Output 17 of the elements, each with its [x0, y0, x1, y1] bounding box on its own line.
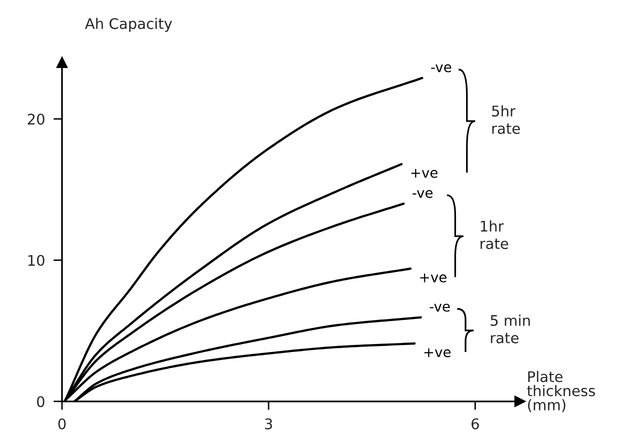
x-tick-label: 6 [472, 418, 479, 430]
annotation: 5hr rate [492, 105, 520, 134]
x-tick-label: 3 [265, 418, 272, 430]
y-tick-label: 0 [37, 396, 44, 408]
annotation: 5 min rate [490, 314, 530, 344]
series-label: +ve [411, 168, 438, 178]
x-tick-label: 0 [58, 418, 66, 430]
y-tick-label: 10 [28, 254, 44, 266]
series-label: -ve [430, 304, 450, 312]
x-axis-title: Plate thickness (mm) [527, 370, 595, 412]
annotation: 1hr rate [480, 220, 508, 250]
series-label: +ve [424, 348, 451, 358]
series-label: -ve [412, 190, 433, 198]
y-axis-title: Ah Capacity [85, 18, 172, 32]
y-tick-label: 20 [28, 114, 44, 125]
series-label: -ve [431, 64, 452, 72]
series-label: +ve [420, 273, 446, 282]
